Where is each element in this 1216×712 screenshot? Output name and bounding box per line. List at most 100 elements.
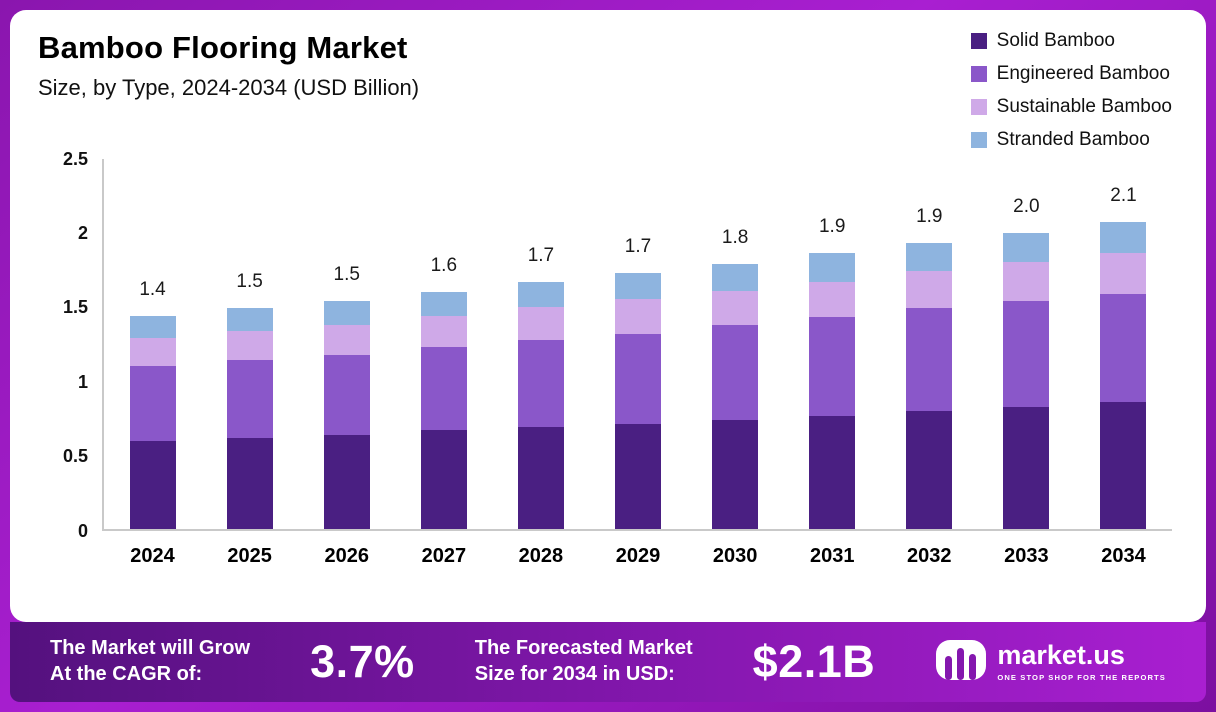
bar-segment-engineered-bamboo bbox=[517, 339, 564, 428]
cagr-label-line1: The Market will Grow bbox=[50, 637, 251, 660]
bar-segment-stranded-bamboo bbox=[323, 300, 370, 325]
stacked-bar bbox=[809, 253, 856, 529]
brand-tagline: ONE STOP SHOP FOR THE REPORTS bbox=[997, 673, 1166, 682]
bar-segment-sustainable-bamboo bbox=[129, 338, 176, 367]
legend-item: Sustainable Bamboo bbox=[970, 96, 1172, 118]
bar-column: 1.6 bbox=[395, 159, 492, 529]
bar-segment-engineered-bamboo bbox=[420, 347, 467, 431]
x-axis-label: 2028 bbox=[518, 544, 564, 567]
chart-subtitle: Size, by Type, 2024-2034 (USD Billion) bbox=[38, 74, 420, 100]
bar-total-label: 1.4 bbox=[139, 278, 166, 300]
bar-segment-solid-bamboo bbox=[1100, 402, 1147, 529]
x-axis-label: 2031 bbox=[809, 544, 855, 567]
bar-segment-solid-bamboo bbox=[906, 411, 953, 529]
bar-column: 2.0 bbox=[978, 159, 1075, 529]
bar-segment-engineered-bamboo bbox=[323, 354, 370, 435]
legend-label: Stranded Bamboo bbox=[996, 129, 1150, 150]
forecast-label: The Forecasted Market Size for 2034 in U… bbox=[475, 636, 693, 687]
bar-segment-engineered-bamboo bbox=[712, 324, 759, 421]
bar-segment-stranded-bamboo bbox=[129, 315, 176, 339]
cagr-label: The Market will Grow At the CAGR of: bbox=[50, 636, 250, 687]
x-axis: 2024 2025 2026 2027 2028 2029 2030 2031 2032 2033… bbox=[38, 545, 1178, 568]
bar-segment-sustainable-bamboo bbox=[712, 290, 759, 325]
bar-total-label: 1.5 bbox=[333, 263, 360, 285]
bar-segment-engineered-bamboo bbox=[615, 333, 662, 425]
bar-segment-solid-bamboo bbox=[517, 427, 564, 529]
legend-label: Solid Bamboo bbox=[996, 30, 1115, 51]
legend-swatch bbox=[970, 99, 987, 115]
legend-item: Solid Bamboo bbox=[970, 30, 1172, 52]
bar-total-label: 1.7 bbox=[527, 244, 555, 266]
bar-total-label: 1.9 bbox=[916, 205, 943, 227]
bar-segment-solid-bamboo bbox=[809, 415, 856, 529]
bar-segment-sustainable-bamboo bbox=[1100, 253, 1147, 294]
bar-column: 2.1 bbox=[1075, 159, 1172, 529]
bar-segment-engineered-bamboo bbox=[809, 317, 856, 416]
brand: market.us ONE STOP SHOP FOR THE REPORTS bbox=[935, 638, 1166, 687]
x-axis-label: 2027 bbox=[421, 544, 467, 567]
bar-segment-stranded-bamboo bbox=[906, 242, 953, 272]
chart-title: Bamboo Flooring Market bbox=[38, 30, 408, 65]
bar-total-label: 1.6 bbox=[430, 255, 458, 277]
bar-column: 1.5 bbox=[298, 159, 395, 529]
bar-total-label: 1.8 bbox=[721, 226, 749, 248]
bar-segment-solid-bamboo bbox=[323, 434, 370, 529]
bar-segment-engineered-bamboo bbox=[129, 366, 176, 441]
bar-segment-sustainable-bamboo bbox=[517, 306, 564, 340]
forecast-label-line1: The Forecasted Market bbox=[474, 637, 693, 660]
bar-segment-sustainable-bamboo bbox=[226, 330, 273, 361]
chart-plot: 2.5 2 1.5 1 0.5 0 1.4 1.5 1.5 1.6 1.7 1.7 1.8 1.9 1.9… bbox=[38, 149, 1178, 541]
x-axis-label: 2030 bbox=[712, 544, 758, 567]
bar-column: 1.9 bbox=[881, 159, 978, 529]
bar-segment-sustainable-bamboo bbox=[906, 271, 953, 309]
forecast-label-line2: Size for 2034 in USD: bbox=[474, 663, 675, 685]
x-axis-label: 2033 bbox=[1004, 544, 1049, 567]
legend-label: Sustainable Bamboo bbox=[996, 96, 1172, 117]
bar-segment-engineered-bamboo bbox=[226, 360, 273, 438]
x-axis-spacer bbox=[38, 545, 104, 568]
bar-segment-sustainable-bamboo bbox=[1003, 262, 1050, 302]
bar-segment-sustainable-bamboo bbox=[615, 299, 662, 334]
y-tick-label: 0 bbox=[77, 520, 88, 541]
bar-column: 1.4 bbox=[104, 159, 201, 529]
legend: Solid Bamboo Engineered Bamboo Sustainable… bbox=[970, 30, 1172, 151]
stacked-bar bbox=[323, 300, 370, 529]
bar-segment-stranded-bamboo bbox=[420, 292, 467, 316]
bar-column: 1.9 bbox=[784, 159, 881, 529]
cagr-value: 3.7% bbox=[310, 636, 415, 687]
bar-segment-stranded-bamboo bbox=[1003, 232, 1050, 263]
bar-segment-stranded-bamboo bbox=[517, 281, 564, 307]
bar-column: 1.7 bbox=[492, 159, 589, 529]
bar-segment-sustainable-bamboo bbox=[323, 324, 370, 355]
legend-swatch bbox=[970, 33, 987, 49]
x-axis-label: 2025 bbox=[227, 544, 272, 567]
bar-total-label: 1.7 bbox=[624, 235, 652, 257]
legend-swatch bbox=[970, 132, 987, 148]
bar-segment-sustainable-bamboo bbox=[809, 281, 856, 318]
brand-name: market.us bbox=[997, 640, 1125, 670]
x-axis-label: 2029 bbox=[615, 544, 661, 567]
bar-segment-solid-bamboo bbox=[226, 437, 273, 529]
x-axis-label: 2034 bbox=[1101, 544, 1146, 567]
stacked-bar bbox=[129, 315, 176, 529]
bar-segment-engineered-bamboo bbox=[1100, 293, 1147, 403]
bar-segment-solid-bamboo bbox=[712, 420, 759, 529]
bar-segment-stranded-bamboo bbox=[1100, 222, 1147, 254]
bar-segment-solid-bamboo bbox=[1003, 406, 1050, 529]
bar-segment-solid-bamboo bbox=[420, 430, 467, 529]
x-axis-labels: 2024 2025 2026 2027 2028 2029 2030 2031 2032 2033… bbox=[104, 545, 1172, 568]
legend-swatch bbox=[970, 66, 987, 82]
bar-segment-stranded-bamboo bbox=[809, 253, 856, 282]
x-axis-label: 2032 bbox=[907, 544, 952, 567]
bar-total-label: 2.0 bbox=[1013, 195, 1040, 217]
bar-column: 1.5 bbox=[201, 159, 298, 529]
footer-banner: The Market will Grow At the CAGR of: 3.7… bbox=[10, 622, 1206, 702]
bar-segment-solid-bamboo bbox=[129, 440, 176, 529]
bar-segment-stranded-bamboo bbox=[712, 263, 759, 291]
bar-segment-sustainable-bamboo bbox=[420, 315, 467, 348]
bar-total-label: 1.9 bbox=[818, 216, 846, 238]
brand-text: market.us ONE STOP SHOP FOR THE REPORTS bbox=[997, 640, 1166, 683]
y-tick-label: 0.5 bbox=[62, 446, 88, 467]
stacked-bar bbox=[420, 292, 467, 529]
